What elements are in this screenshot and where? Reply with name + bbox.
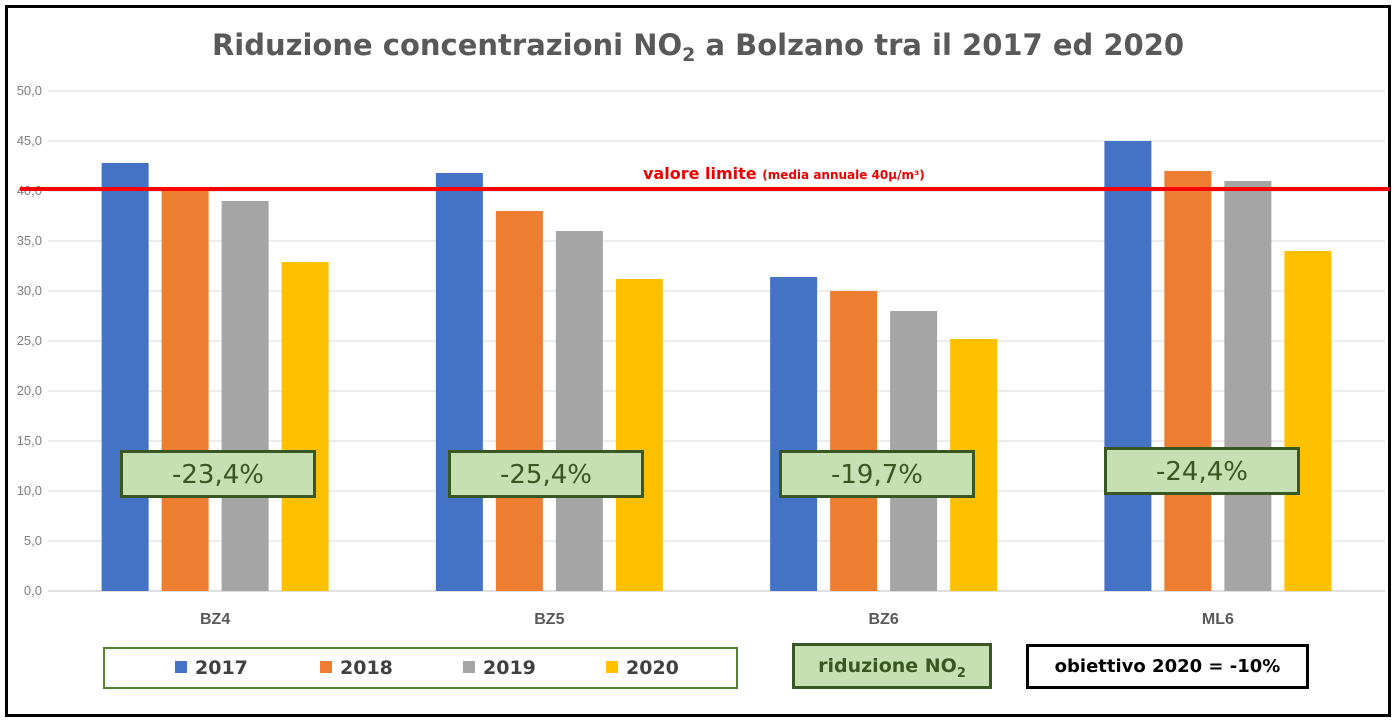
bar-ml6-2019 <box>1224 181 1272 591</box>
reduction-badge-bz6: -19,7% <box>779 450 975 498</box>
bar-bz5-2020 <box>615 279 663 591</box>
legend-item-2017: 2017 <box>175 649 248 687</box>
y-tick-label: 25,0 <box>17 333 42 348</box>
legend-item-2018: 2018 <box>320 649 393 687</box>
bar-bz4-2019 <box>221 201 269 591</box>
y-tick-label: 5,0 <box>24 533 42 548</box>
y-tick-label: 10,0 <box>17 483 42 498</box>
legend-swatch <box>606 661 618 673</box>
legend-swatch <box>175 661 187 673</box>
riduzione-legend-box: riduzione NO2 <box>792 643 992 689</box>
bar-bz5-2019 <box>555 231 603 591</box>
x-category-label: BZ6 <box>869 611 899 628</box>
bar-bz5-2018 <box>495 211 543 591</box>
chart-legend: 2017 2018 2019 2020 <box>103 647 738 689</box>
bar-bz4-2020 <box>281 262 329 591</box>
legend-item-2020: 2020 <box>606 649 679 687</box>
chart-title: Riduzione concentrazioni NO2 a Bolzano t… <box>211 28 1185 66</box>
y-tick-label: 15,0 <box>17 433 42 448</box>
x-category-label: ML6 <box>1202 611 1234 628</box>
x-category-label: BZ5 <box>534 611 564 628</box>
bar-bz4-2018 <box>161 191 209 591</box>
legend-swatch <box>320 661 332 673</box>
y-tick-label: 0,0 <box>24 583 42 598</box>
legend-swatch <box>463 661 475 673</box>
reduction-badge-bz5: -25,4% <box>448 450 644 498</box>
limit-line-label: valore limite (media annuale 40µ/m³) <box>643 164 925 183</box>
bar-ml6-2017 <box>1104 141 1152 591</box>
bar-ml6-2020 <box>1284 251 1332 591</box>
bar-bz5-2017 <box>435 173 483 591</box>
obiettivo-legend-box: obiettivo 2020 = -10% <box>1026 644 1309 689</box>
bar-ml6-2018 <box>1164 171 1212 591</box>
chart-frame <box>5 5 1391 717</box>
bar-bz4-2017 <box>101 163 149 591</box>
y-tick-label: 50,0 <box>17 83 42 98</box>
bar-bz6-2018 <box>830 291 878 591</box>
y-tick-label: 35,0 <box>17 233 42 248</box>
y-tick-label: 20,0 <box>17 383 42 398</box>
reduction-badge-bz4: -23,4% <box>120 450 316 498</box>
y-tick-label: 30,0 <box>17 283 42 298</box>
bar-bz6-2017 <box>770 277 818 591</box>
x-category-label: BZ4 <box>200 611 230 628</box>
y-tick-label: 45,0 <box>17 133 42 148</box>
legend-item-2019: 2019 <box>463 649 536 687</box>
reduction-badge-ml6: -24,4% <box>1104 447 1300 495</box>
